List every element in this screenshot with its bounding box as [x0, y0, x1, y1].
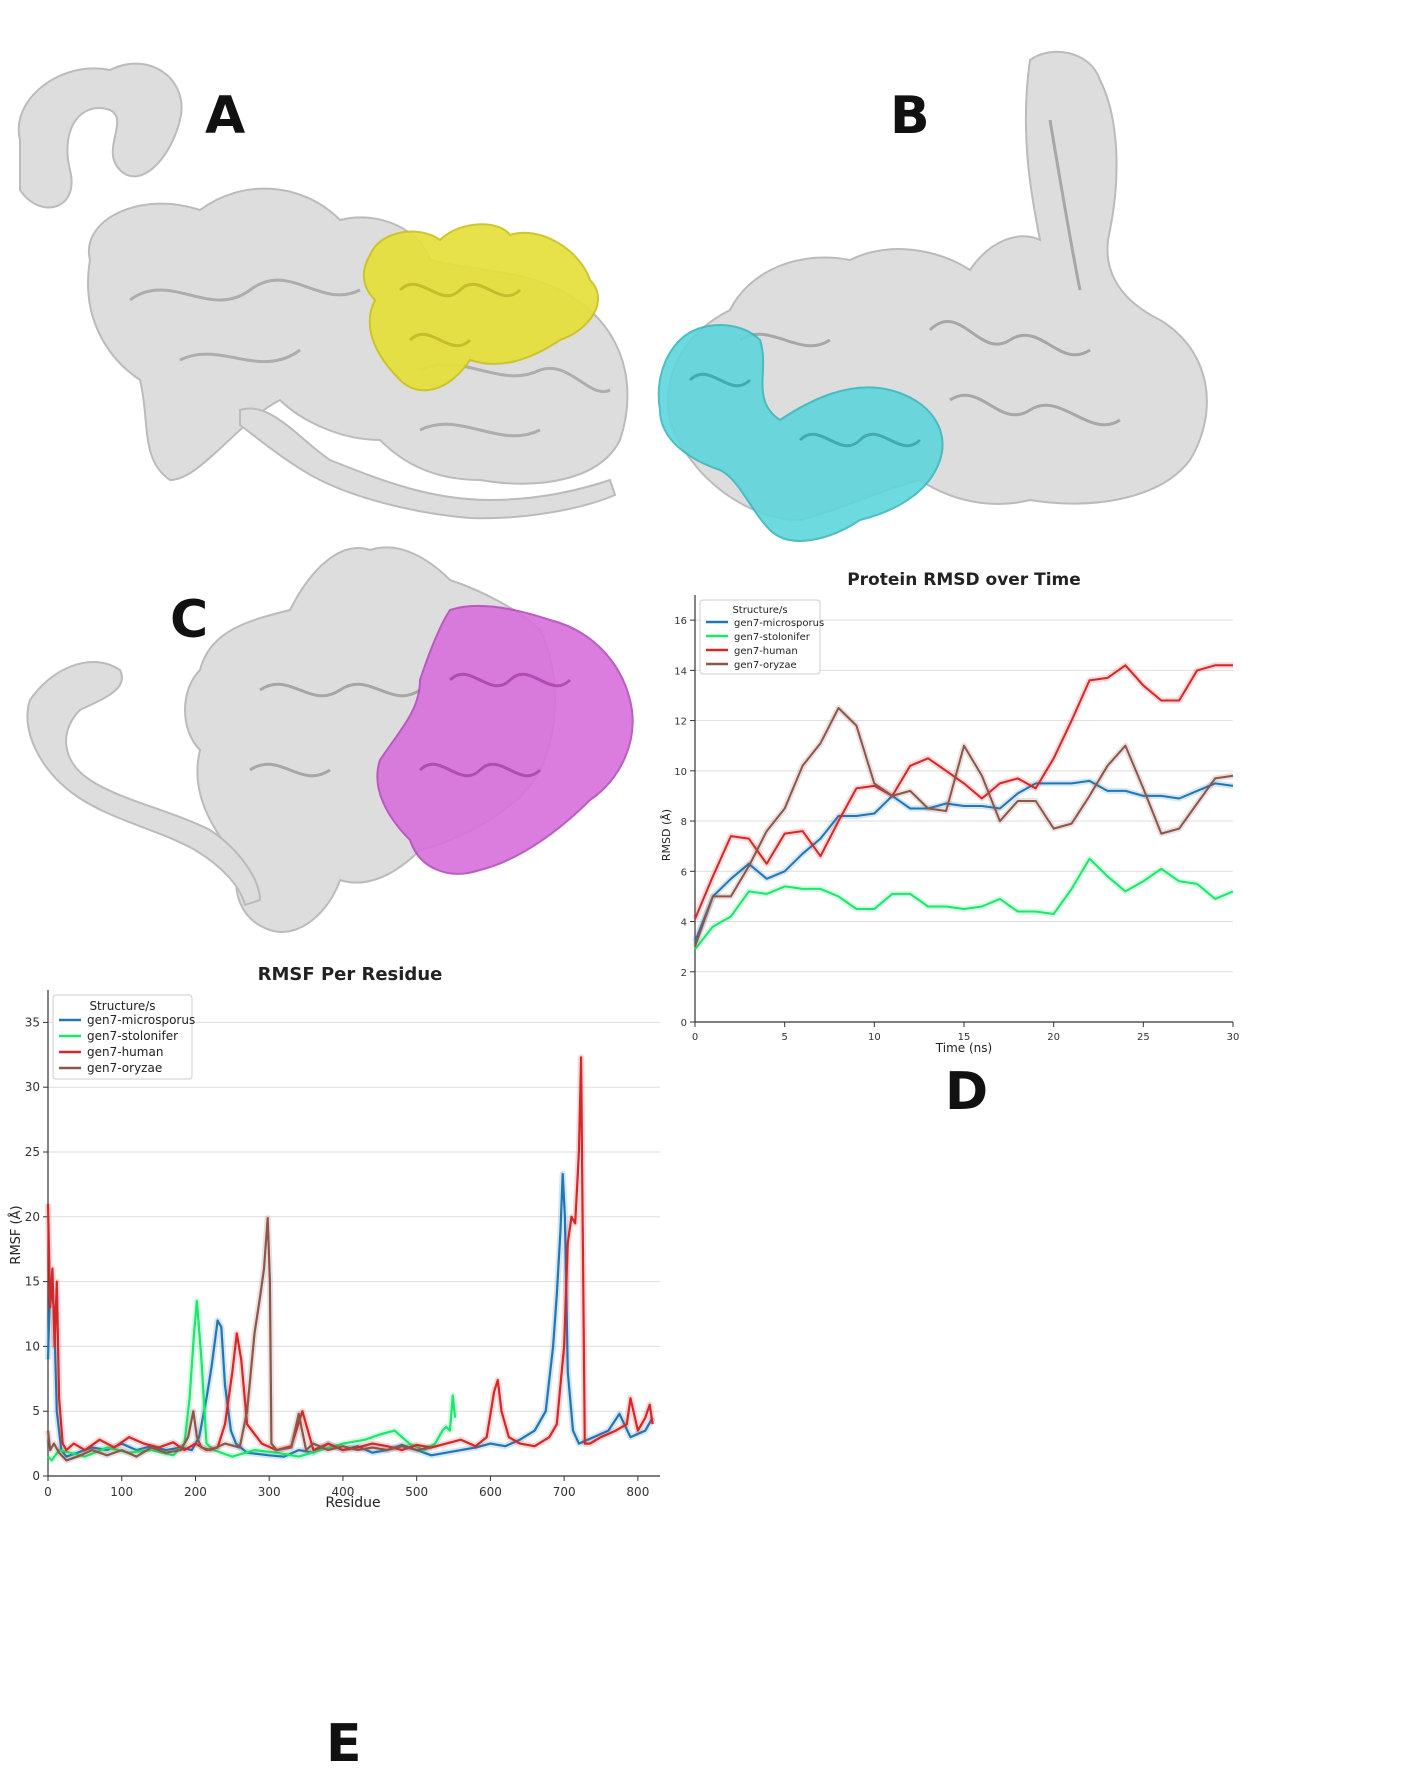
y-tick-label: 0	[32, 1469, 40, 1483]
series-line-gen7-stolonifer	[47, 1299, 457, 1462]
y-axis-label: RMSF (Å)	[8, 1205, 24, 1264]
x-axis-label: Residue	[325, 1495, 380, 1511]
x-tick-label: 5	[781, 1032, 787, 1043]
y-tick-label: 5	[32, 1404, 40, 1418]
y-tick-label: 14	[674, 666, 687, 677]
x-tick-label: 20	[1047, 1032, 1060, 1043]
rmsd-chart: Protein RMSD over Time RMSD (Å) Time (ns…	[660, 570, 1240, 1055]
protein-structure-a	[17, 62, 629, 520]
legend-entry-gen7-human: gen7-human	[734, 646, 798, 657]
y-tick-label: 12	[674, 717, 687, 728]
x-tick-label: 800	[626, 1485, 649, 1499]
legend-entry-gen7-oryzae: gen7-oryzae	[734, 660, 797, 671]
panel-label-b: B	[890, 86, 930, 146]
y-tick-label: 15	[25, 1275, 40, 1289]
x-tick-label: 25	[1137, 1032, 1150, 1043]
x-tick-label: 600	[479, 1485, 502, 1499]
series-line-gen7-oryzae	[46, 1217, 432, 1462]
legend-title: Structure/s	[89, 999, 155, 1013]
panel-label-d: D	[945, 1062, 989, 1122]
series-line-gen7-human	[46, 1056, 654, 1452]
x-tick-label: 500	[405, 1485, 428, 1499]
x-tick-label: 0	[44, 1485, 52, 1499]
x-axis-label: Time (ns)	[935, 1041, 992, 1055]
rmsf-chart: RMSF Per Residue RMSF (Å) Residue 0 5 10 15…	[8, 964, 660, 1511]
legend-box	[699, 599, 821, 675]
x-tick-label: 10	[868, 1032, 881, 1043]
legend-entry-gen7-oryzae: gen7-oryzae	[87, 1061, 162, 1075]
x-tick-label: 300	[258, 1485, 281, 1499]
x-tick-label: 30	[1227, 1032, 1240, 1043]
y-tick-label: 35	[25, 1015, 40, 1029]
x-tick-label: 400	[331, 1485, 354, 1499]
series-line-gen7-human	[694, 664, 1233, 920]
y-axis-label: RMSD (Å)	[660, 809, 673, 861]
x-tick-label: 700	[553, 1485, 576, 1499]
legend: Structure/s gen7-microsporus gen7-stolonif…	[699, 599, 824, 675]
panel-label-e: E	[326, 1714, 362, 1774]
x-tick-label: 100	[110, 1485, 133, 1499]
protein-structure-c	[26, 546, 634, 933]
chart-title: Protein RMSD over Time	[847, 570, 1081, 590]
y-tick-label: 0	[681, 1018, 687, 1029]
legend-entry-gen7-stolonifer: gen7-stolonifer	[87, 1029, 178, 1043]
x-tick-label: 0	[692, 1032, 698, 1043]
y-tick-label: 8	[681, 817, 687, 828]
y-tick-label: 30	[25, 1080, 40, 1094]
series-line-gen7-stolonifer	[694, 857, 1234, 950]
legend-entry-gen7-microsporus: gen7-microsporus	[734, 618, 824, 629]
series-band-gen7-human	[692, 662, 1233, 921]
y-tick-label: 2	[681, 968, 687, 979]
x-tick-label: 200	[184, 1485, 207, 1499]
y-tick-label: 6	[681, 867, 687, 878]
legend-box	[52, 994, 193, 1080]
legend-title: Structure/s	[732, 605, 787, 616]
y-tick-label: 4	[681, 918, 687, 929]
y-tick-label: 16	[674, 616, 687, 627]
y-tick-label: 10	[674, 767, 687, 778]
series-line-gen7-microsporus	[694, 779, 1234, 942]
legend-entry-gen7-human: gen7-human	[87, 1045, 163, 1059]
x-tick-label: 15	[958, 1032, 971, 1043]
y-tick-label: 20	[25, 1210, 40, 1224]
highlight-region-a	[362, 223, 600, 392]
legend-entry-gen7-microsporus: gen7-microsporus	[87, 1013, 195, 1027]
legend-entry-gen7-stolonifer: gen7-stolonifer	[734, 632, 811, 643]
protein-structure-b	[657, 50, 1208, 542]
highlight-region-b	[657, 324, 944, 542]
highlight-region-c	[376, 604, 634, 875]
panel-label-c: C	[170, 590, 209, 650]
chart-title: RMSF Per Residue	[258, 964, 443, 985]
y-tick-label: 10	[25, 1339, 40, 1353]
series-line-gen7-oryzae	[694, 707, 1234, 947]
panel-label-a: A	[205, 86, 246, 146]
y-tick-label: 25	[25, 1145, 40, 1159]
